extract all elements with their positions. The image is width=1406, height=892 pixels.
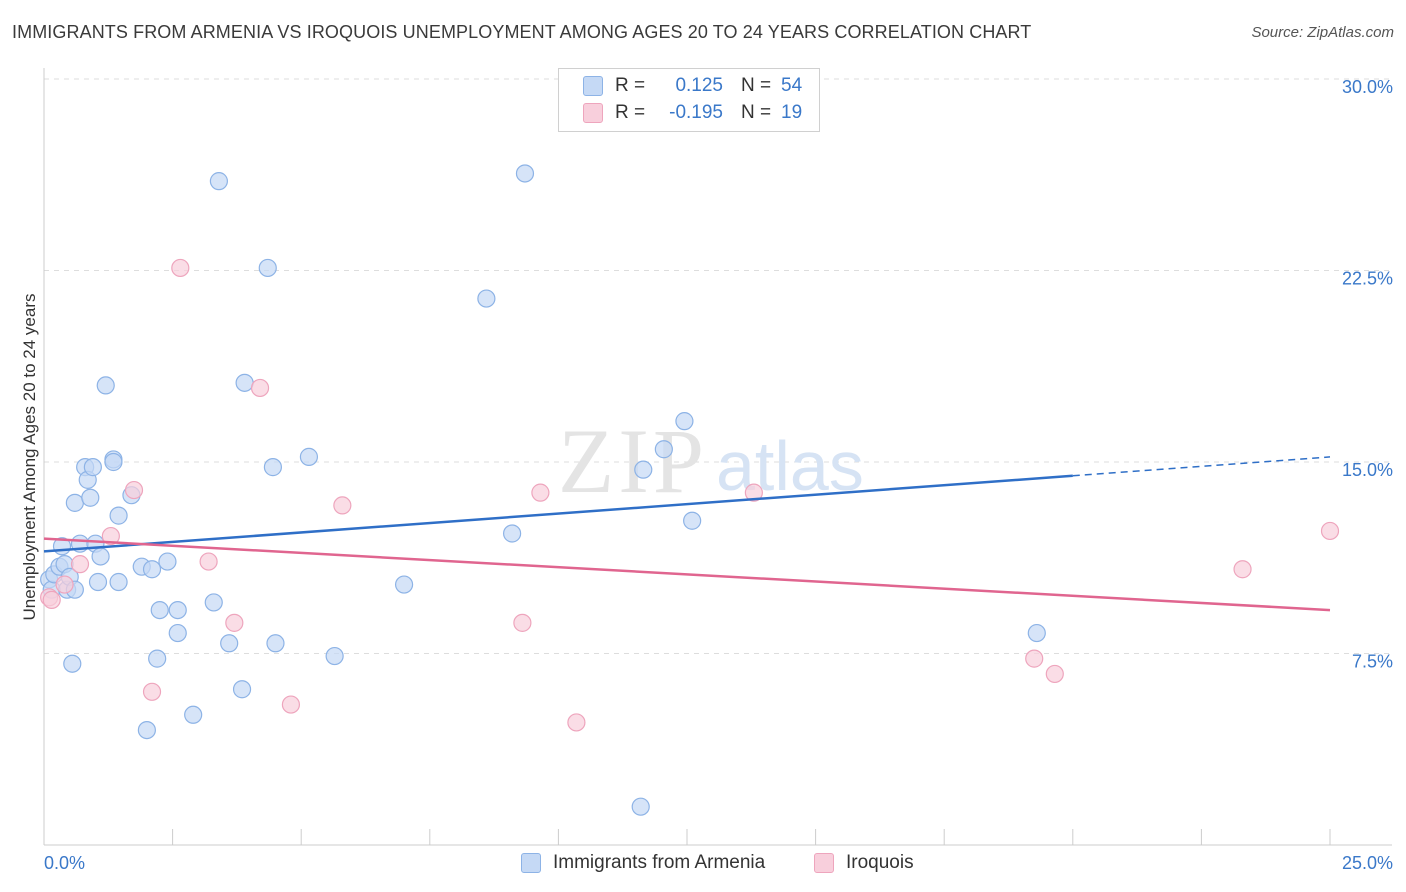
armenia-point [503, 524, 522, 543]
legend-n-value-iroquois: 19 [781, 102, 803, 123]
legend-n-label: N = [741, 102, 772, 123]
armenia-point [263, 458, 283, 477]
legend-n-value-armenia: 54 [781, 75, 803, 96]
x-tick-label: 0.0% [44, 853, 85, 873]
data-points [40, 164, 1340, 816]
series-legend-iroquois: Iroquois [814, 852, 914, 874]
armenia-point [394, 575, 414, 594]
iroquois-point [281, 695, 301, 714]
armenia-point [634, 460, 653, 479]
armenia-point [631, 797, 650, 816]
armenia-point [477, 289, 496, 308]
iroquois-point [225, 613, 244, 632]
iroquois-point [744, 483, 763, 502]
x-tick-label: 25.0% [1342, 853, 1393, 873]
iroquois-point [171, 258, 190, 278]
armenia-point [91, 547, 110, 566]
armenia-point [148, 649, 167, 668]
legend-r-value-armenia: 0.125 [675, 75, 723, 96]
series-label-armenia: Immigrants from Armenia [553, 852, 766, 873]
iroquois-point [1233, 560, 1252, 579]
iroquois-point [124, 480, 144, 500]
gridlines [44, 78, 1392, 654]
iroquois-point [333, 496, 352, 515]
armenia-point [109, 506, 128, 525]
y-tick-label: 7.5% [1352, 652, 1393, 672]
iroquois-point [199, 552, 218, 571]
y-tick-label: 22.5% [1342, 269, 1393, 289]
armenia-trend-extension [1072, 456, 1331, 477]
iroquois-point [567, 713, 586, 732]
series-legend-armenia: Immigrants from Armenia [521, 852, 765, 874]
legend-r-label: R = [615, 102, 646, 123]
iroquois-point [1025, 649, 1044, 668]
legend-swatch-iroquois [583, 103, 603, 123]
armenia-point [299, 447, 319, 466]
armenia-point [137, 720, 156, 740]
iroquois-point [513, 613, 532, 632]
source-label: Source: ZipAtlas.com [1251, 24, 1394, 41]
armenia-point [81, 488, 100, 507]
legend-r-label: R = [615, 75, 646, 96]
iroquois-point [70, 555, 90, 574]
iroquois-point [250, 378, 270, 398]
armenia-point [209, 172, 228, 191]
legend-r-value-iroquois: -0.195 [669, 102, 723, 123]
armenia-point [83, 458, 102, 477]
axes [43, 68, 1392, 846]
armenia-point [266, 634, 285, 653]
armenia-point [150, 600, 169, 620]
armenia-point [683, 511, 702, 530]
armenia-point [65, 493, 84, 512]
legend-row-armenia: R = 0.125 N = 54 [583, 73, 802, 99]
armenia-point [232, 680, 252, 699]
legend-swatch-armenia [583, 76, 603, 96]
armenia-point [142, 560, 162, 579]
chart-title: IMMIGRANTS FROM ARMENIA VS IROQUOIS UNEM… [12, 22, 1032, 42]
armenia-point [96, 376, 115, 395]
series-swatch-iroquois [814, 853, 834, 873]
armenia-point [104, 452, 123, 472]
armenia-point [63, 654, 82, 673]
iroquois-point [55, 575, 74, 594]
armenia-point [184, 705, 203, 724]
y-tick-label: 30.0% [1342, 77, 1393, 97]
y-axis-title: Unemployment Among Ages 20 to 24 years [20, 293, 39, 621]
armenia-point [220, 634, 239, 653]
armenia-point [515, 164, 535, 183]
iroquois-point [531, 483, 550, 502]
iroquois-trend-line [43, 537, 1331, 612]
armenia-point [109, 572, 128, 592]
trend-lines [43, 456, 1331, 612]
armenia-point [258, 258, 277, 278]
armenia-point [168, 623, 187, 643]
armenia-point [675, 412, 694, 431]
series-swatch-armenia [521, 853, 541, 873]
series-label-iroquois: Iroquois [846, 852, 914, 873]
iroquois-point [42, 590, 61, 609]
iroquois-point [142, 682, 162, 701]
armenia-point [88, 572, 108, 592]
armenia-point [158, 552, 177, 571]
armenia-point [325, 646, 344, 666]
correlation-legend: R = 0.125 N = 54 R = -0.195 N = 19 [558, 68, 820, 132]
y-tick-label: 15.0% [1342, 460, 1393, 480]
iroquois-point [1320, 521, 1340, 541]
armenia-trend-line [43, 474, 1073, 553]
series-legend: Immigrants from Armenia Iroquois [0, 852, 1406, 878]
legend-n-label: N = [741, 75, 772, 96]
armenia-point [168, 600, 187, 620]
armenia-point [1027, 623, 1046, 643]
armenia-point [654, 440, 673, 459]
legend-row-iroquois: R = -0.195 N = 19 [583, 100, 802, 126]
iroquois-point [1045, 664, 1064, 684]
tick-labels: 7.5% 15.0% 22.5% 30.0% 0.0% 25.0% [44, 77, 1393, 873]
armenia-point [235, 373, 254, 392]
armenia-point [204, 593, 223, 612]
watermark: ZIP atlas [558, 410, 864, 512]
iroquois-point [101, 526, 120, 546]
